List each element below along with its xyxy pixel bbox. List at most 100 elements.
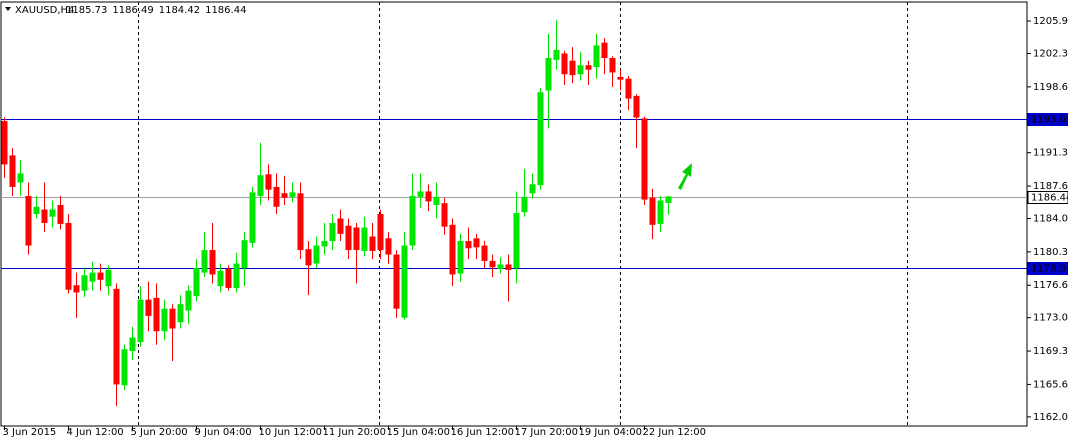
y-tick-label: 1169.30 <box>1033 346 1068 357</box>
candle-body <box>345 225 352 251</box>
level-label-box <box>1027 113 1068 126</box>
level-label-box <box>1027 191 1068 204</box>
candle-body <box>561 53 568 75</box>
candle-body <box>553 49 560 60</box>
candle-body <box>369 236 376 251</box>
candle-body <box>169 308 176 329</box>
y-tick-label: 1191.30 <box>1033 148 1068 159</box>
candle-body <box>89 272 96 282</box>
candle-body <box>209 250 216 275</box>
level-label-box <box>1027 262 1068 275</box>
level-label: 1195.09 <box>1031 115 1068 126</box>
arrow-annotation <box>678 163 692 190</box>
candle-body <box>409 195 416 246</box>
candle-body <box>393 254 400 309</box>
candle-body <box>105 269 112 287</box>
candle-body <box>81 275 88 291</box>
candle-body <box>137 299 144 343</box>
x-tick-label: 15 Jun 04:00 <box>387 427 451 438</box>
x-tick-label: 16 Jun 12:00 <box>451 427 515 438</box>
candle-body <box>441 203 448 227</box>
candle-body <box>649 197 656 225</box>
candle-body <box>241 240 248 269</box>
candle-body <box>73 285 80 293</box>
x-tick-label: 17 Jun 20:00 <box>515 427 579 438</box>
candle-body <box>289 192 296 197</box>
candle-body <box>449 224 456 275</box>
candle-body <box>233 263 240 288</box>
candle-body <box>665 196 672 203</box>
candle-body <box>569 60 576 76</box>
header-value: 1186.49 <box>112 5 153 16</box>
x-tick-label: 4 Jun 12:00 <box>67 427 124 438</box>
candle-body <box>225 269 232 288</box>
candle-body <box>17 173 24 183</box>
candle-body <box>121 349 128 386</box>
candle-body <box>201 250 208 273</box>
candle-body <box>433 196 440 205</box>
candle-body <box>97 272 104 280</box>
candle-body <box>249 192 256 243</box>
header-value: 1185.73 <box>66 5 107 16</box>
candle-body <box>457 241 464 274</box>
candle-body <box>577 65 584 75</box>
candle-body <box>49 209 56 217</box>
candle-body <box>337 218 344 234</box>
y-tick-label: 1202.30 <box>1033 48 1068 59</box>
chart-title: XAUUSD,H4 <box>15 5 74 16</box>
candle-body <box>473 238 480 248</box>
candle-body <box>129 337 136 352</box>
candle-body <box>1 121 8 165</box>
y-tick-label: 1162.00 <box>1033 412 1068 423</box>
candle-body <box>585 65 592 70</box>
candle-body <box>145 299 152 316</box>
x-tick-label: 22 Jun 12:00 <box>643 427 707 438</box>
level-label: 1186.44 <box>1031 193 1068 204</box>
candle-body <box>185 290 192 311</box>
candle-body <box>25 195 32 246</box>
candle-body <box>377 214 384 251</box>
y-tick-label: 1176.60 <box>1033 280 1068 291</box>
candle-body <box>625 78 632 99</box>
x-tick-label: 19 Jun 04:00 <box>579 427 643 438</box>
y-tick-label: 1173.00 <box>1033 313 1068 324</box>
x-tick-label: 9 Jun 04:00 <box>195 427 252 438</box>
candle-body <box>513 213 520 269</box>
candle-body <box>217 270 224 287</box>
candle-body <box>265 174 272 190</box>
y-tick-label: 1165.60 <box>1033 379 1068 390</box>
y-tick-label: 1198.60 <box>1033 82 1068 93</box>
candle-body <box>497 264 504 270</box>
menu-triangle <box>5 7 11 11</box>
candle-body <box>401 245 408 318</box>
x-tick-label: 5 Jun 20:00 <box>131 427 188 438</box>
x-tick-label: 11 Jun 20:00 <box>323 427 387 438</box>
candle-body <box>657 200 664 224</box>
candle-body <box>305 249 312 266</box>
candle-body <box>353 227 360 251</box>
header-value: 1186.44 <box>205 5 246 16</box>
candle-body <box>505 264 512 270</box>
candle-body <box>65 223 72 290</box>
y-tick-label: 1180.30 <box>1033 247 1068 258</box>
candle-body <box>417 191 424 197</box>
candle-body <box>41 209 48 224</box>
level-label: 1178.50 <box>1031 264 1068 275</box>
candle-body <box>529 184 536 194</box>
y-tick-label: 1187.60 <box>1033 181 1068 192</box>
candle-body <box>177 304 184 323</box>
candle-body <box>601 42 608 59</box>
candle-body <box>113 288 120 385</box>
candle-body <box>321 241 328 247</box>
candle-body <box>609 58 616 73</box>
candle-body <box>153 297 160 332</box>
candle-body <box>481 245 488 261</box>
candle-body <box>593 45 600 68</box>
candle-body <box>273 186 280 207</box>
candle-body <box>329 223 336 242</box>
candle-body <box>545 58 552 91</box>
candle-body <box>281 193 288 198</box>
candle-body <box>33 206 40 214</box>
candle-body <box>9 155 16 187</box>
header-value: 1184.42 <box>159 5 200 16</box>
